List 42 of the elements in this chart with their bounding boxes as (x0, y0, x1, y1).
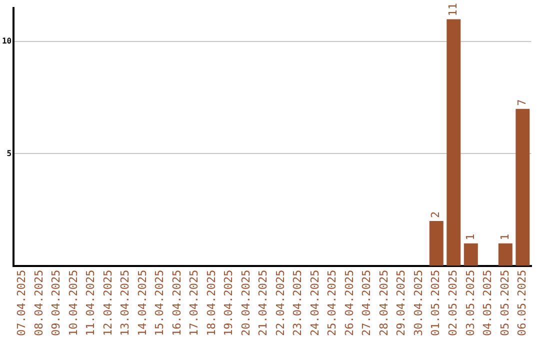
bar (446, 19, 461, 266)
x-tick-label: 02.05.2025 (446, 270, 460, 336)
x-tick-label: 21.04.2025 (256, 270, 270, 336)
x-tick-label: 18.04.2025 (204, 270, 218, 336)
x-tick-label: 15.04.2025 (153, 270, 166, 336)
x-tick-label: 05.05.2025 (498, 270, 512, 336)
x-tick-label: 04.05.2025 (481, 270, 494, 336)
data-label: 2 (429, 211, 442, 218)
x-tick-label: 09.04.2025 (50, 270, 63, 336)
x-tick-label: 20.04.2025 (239, 270, 252, 336)
bar (516, 108, 530, 266)
x-tick-label: 08.04.2025 (32, 270, 46, 336)
x-tick-label: 13.04.2025 (118, 270, 132, 336)
x-tick-label: 07.04.2025 (15, 270, 28, 336)
x-tick-label: 22.04.2025 (274, 270, 287, 336)
x-tick-label: 30.04.2025 (412, 270, 425, 336)
y-tick-label: 5 (6, 148, 12, 158)
data-label: 11 (446, 2, 460, 16)
x-tick-label: 27.04.2025 (360, 270, 374, 336)
x-tick-label: 01.05.2025 (429, 270, 442, 336)
x-tick-label: 16.04.2025 (170, 270, 184, 336)
data-label: 1 (464, 234, 477, 240)
x-tick-label: 28.04.2025 (377, 270, 390, 336)
x-tick-label: 12.04.2025 (101, 270, 114, 336)
data-label: 7 (516, 99, 529, 106)
x-tick-label: 17.04.2025 (188, 270, 201, 336)
y-tick-label: 10 (2, 36, 12, 46)
bar (498, 243, 512, 266)
x-tick-label: 26.04.2025 (342, 270, 356, 336)
x-tick-label: 25.04.2025 (326, 270, 339, 336)
x-tick-label: 06.05.2025 (516, 270, 529, 336)
data-label: 1 (498, 234, 512, 240)
bar (464, 243, 478, 266)
x-tick-label: 14.04.2025 (136, 270, 149, 336)
x-tick-label: 23.04.2025 (291, 270, 304, 336)
x-tick-label: 24.04.2025 (308, 270, 322, 336)
x-tick-label: 29.04.2025 (394, 270, 408, 336)
x-tick-label: 03.05.2025 (464, 270, 477, 336)
x-tick-label: 11.04.2025 (84, 270, 98, 336)
x-tick-label: 10.04.2025 (66, 270, 80, 336)
bar (429, 220, 444, 266)
x-tick-label: 19.04.2025 (222, 270, 236, 336)
